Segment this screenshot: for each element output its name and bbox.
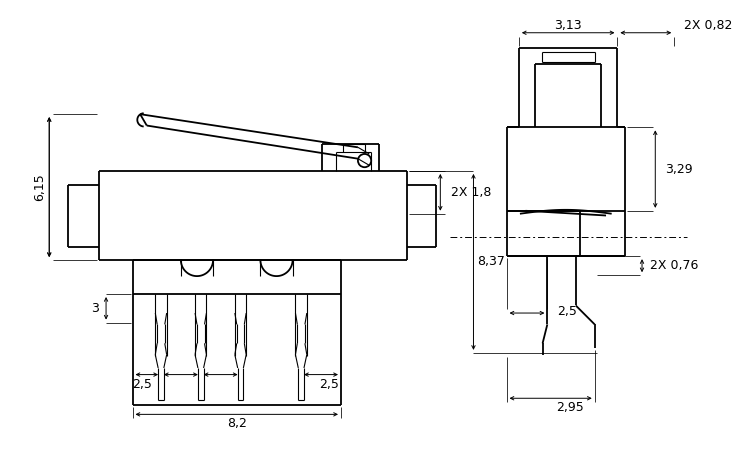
Text: 6,15: 6,15	[33, 173, 46, 201]
Text: 3,13: 3,13	[554, 19, 582, 32]
Text: 2,95: 2,95	[556, 401, 583, 414]
Text: 2,5: 2,5	[318, 378, 338, 391]
Text: 2X 0,82: 2X 0,82	[684, 19, 732, 32]
Text: 3: 3	[91, 302, 99, 315]
Text: 2X 1,8: 2X 1,8	[451, 186, 491, 199]
Text: 3,29: 3,29	[665, 163, 692, 176]
Text: 2,5: 2,5	[132, 378, 152, 391]
Text: 2X 0,76: 2X 0,76	[649, 259, 698, 272]
Text: 8,2: 8,2	[227, 417, 247, 430]
Text: 8,37: 8,37	[477, 255, 505, 269]
Text: 2,5: 2,5	[557, 304, 577, 317]
